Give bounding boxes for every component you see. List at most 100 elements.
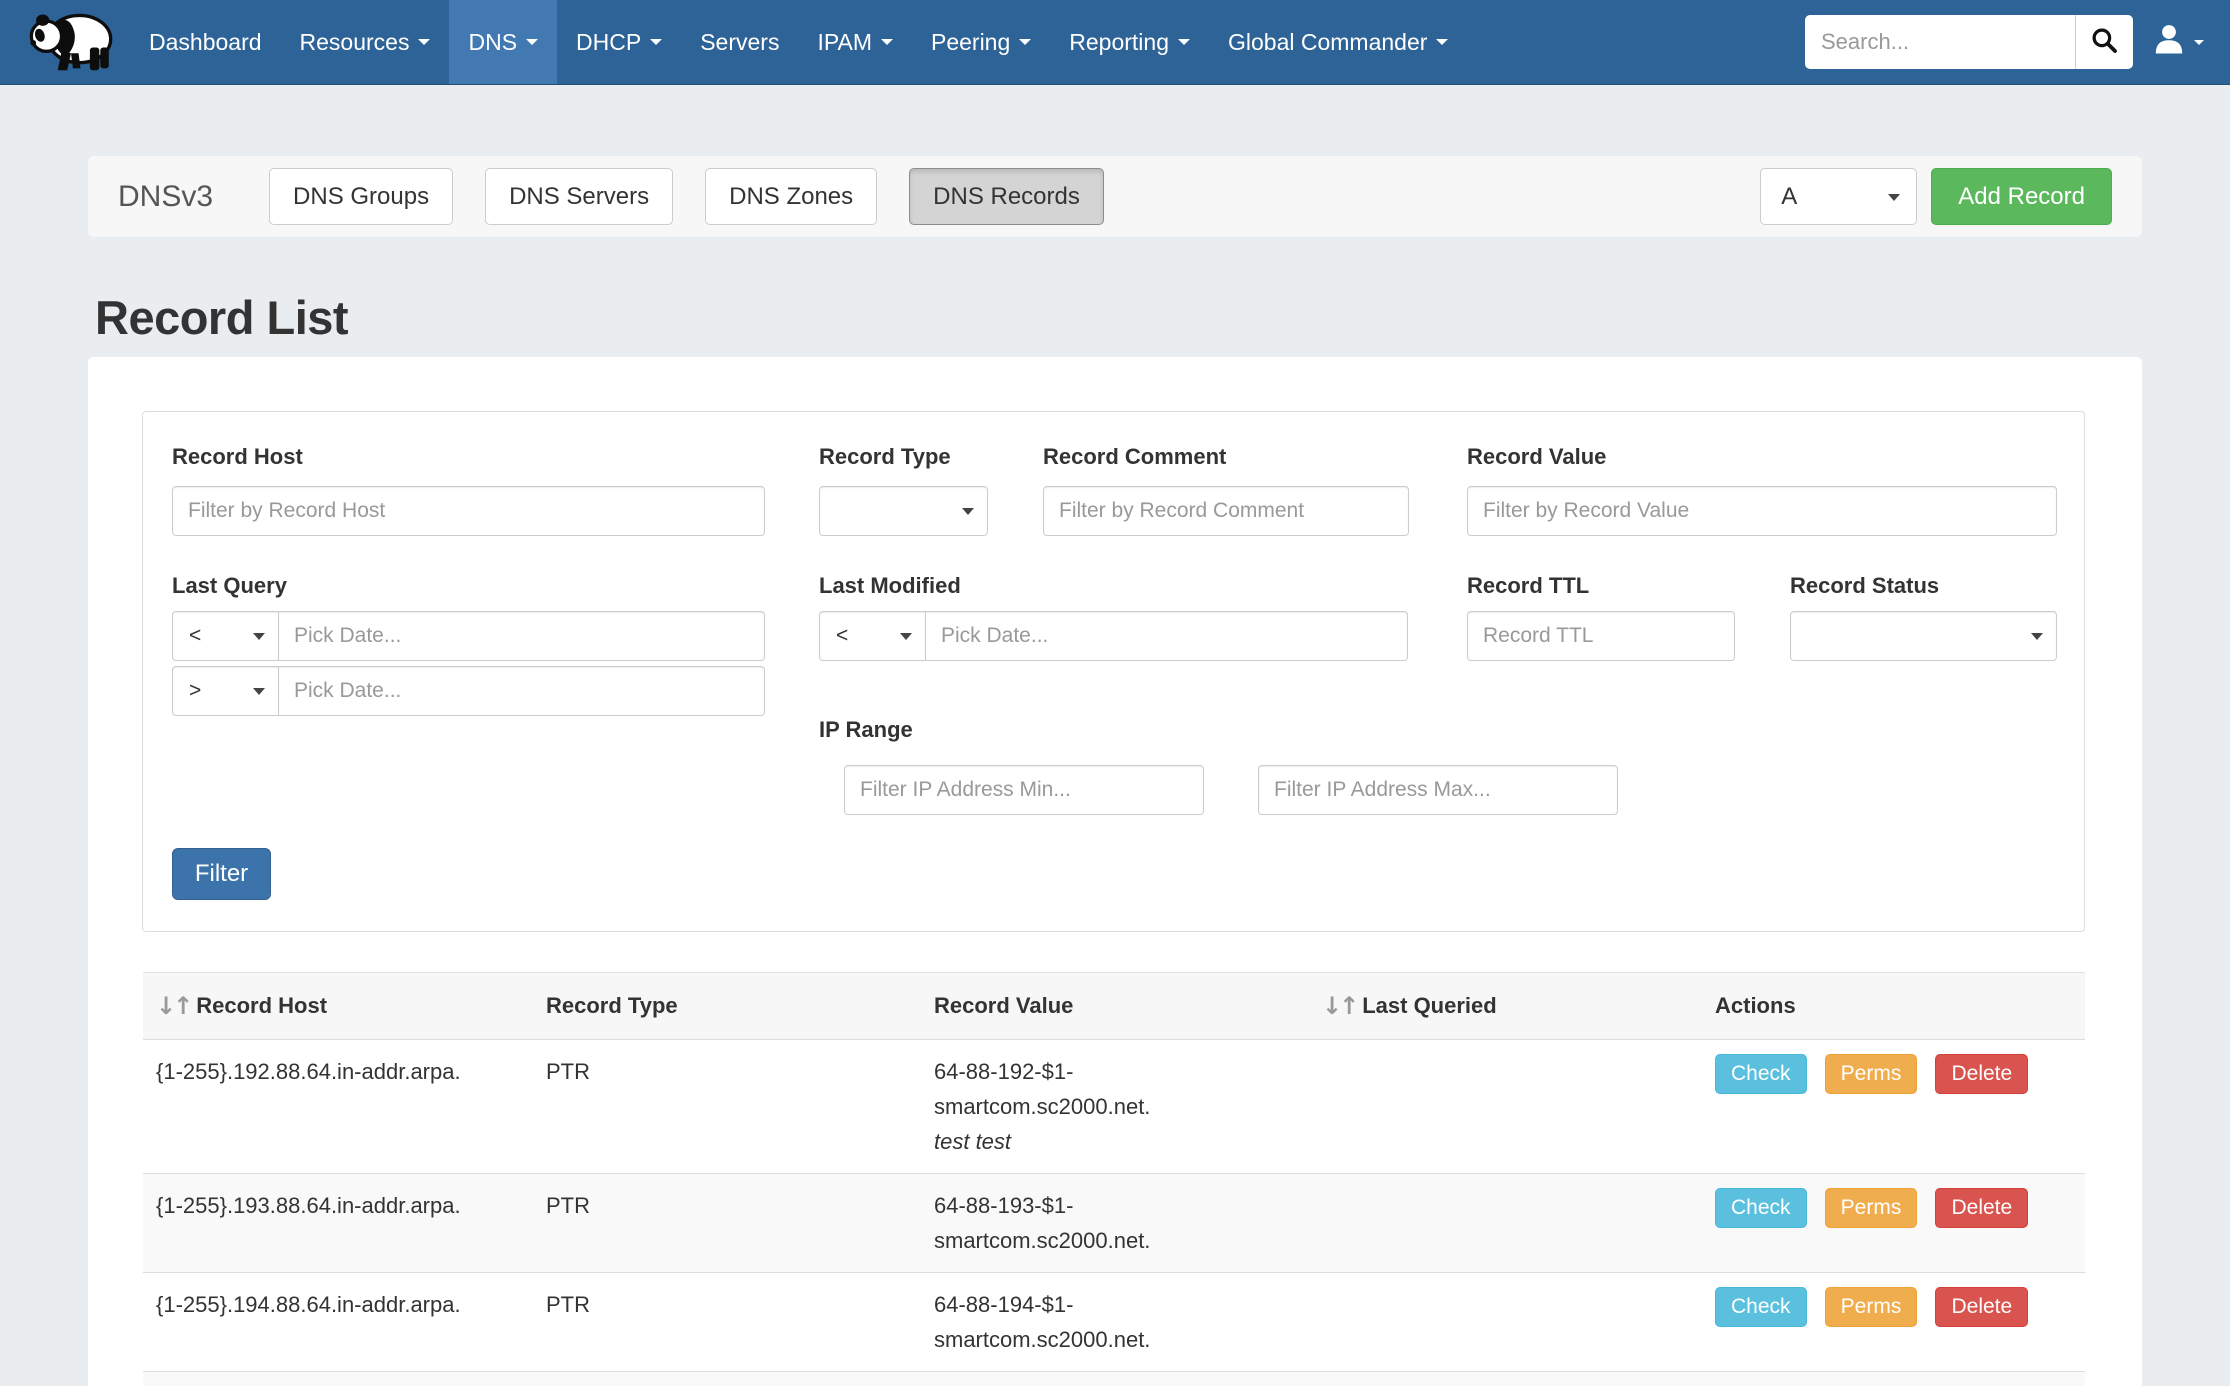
toolbar-right: A Add Record — [1760, 168, 2112, 225]
column-header-record-type: Record Type — [533, 972, 921, 1040]
nav-item-resources[interactable]: Resources — [281, 0, 450, 84]
chevron-down-icon — [253, 688, 265, 695]
record-value-cell: 64-88-194-$1-smartcom.sc2000.net. — [921, 1272, 1309, 1372]
perms-button[interactable]: Perms — [1824, 1287, 1918, 1327]
chevron-down-icon — [2031, 633, 2043, 640]
column-label: Record Host — [196, 993, 328, 1018]
perms-button[interactable]: Perms — [1824, 1054, 1918, 1094]
record-value-input[interactable] — [1467, 486, 2057, 536]
last-query-after-group: > — [172, 666, 765, 716]
page-title: Record List — [95, 291, 349, 344]
last-query-before-date-input[interactable] — [279, 611, 765, 661]
perms-button[interactable]: Perms — [1824, 1188, 1918, 1228]
column-header-record-host[interactable]: ↓↑ Record Host — [143, 972, 533, 1040]
record-type-select-value: A — [1781, 182, 1798, 210]
dns-toolbar: DNSv3 DNS Groups DNS Servers DNS Zones D… — [88, 156, 2142, 237]
last-queried-cell — [1309, 1040, 1702, 1174]
nav-item-servers[interactable]: Servers — [681, 0, 798, 84]
add-record-button[interactable]: Add Record — [1931, 168, 2112, 225]
column-header-last-queried[interactable]: ↓↑ Last Queried — [1309, 972, 1702, 1040]
record-value-cell: 64-88-192-$1-smartcom.sc2000.net. test t… — [921, 1040, 1309, 1174]
column-label: Actions — [1715, 993, 1796, 1018]
operator-value: < — [836, 624, 849, 647]
nav-label: Dashboard — [149, 28, 262, 55]
partial-row — [143, 1371, 2085, 1386]
nav-label: Resources — [299, 28, 410, 55]
user-menu[interactable] — [2151, 22, 2204, 63]
chevron-down-icon — [1019, 39, 1032, 45]
sort-icon: ↓↑ — [156, 992, 193, 1020]
tab-dns-records[interactable]: DNS Records — [909, 168, 1104, 225]
nav-item-peering[interactable]: Peering — [912, 0, 1050, 84]
panda-logo-icon — [22, 6, 120, 79]
record-type-cell: PTR — [533, 1173, 921, 1273]
last-modified-operator-select[interactable]: < — [819, 611, 926, 661]
filter-panel: Record Host Record Type Record Comment R… — [142, 411, 2085, 932]
search-group — [1805, 15, 2133, 69]
record-type-select[interactable]: A — [1760, 168, 1918, 225]
record-type-filter-select[interactable] — [819, 486, 988, 536]
tab-dns-zones[interactable]: DNS Zones — [705, 168, 878, 225]
chevron-down-icon — [1436, 39, 1449, 45]
app-logo[interactable] — [0, 0, 130, 84]
search-button[interactable] — [2075, 15, 2133, 69]
ip-range-min-input[interactable] — [844, 765, 1204, 815]
delete-button[interactable]: Delete — [1935, 1287, 2029, 1327]
delete-button[interactable]: Delete — [1935, 1188, 2029, 1228]
toolbar-title: DNSv3 — [118, 179, 214, 213]
table-row: {1-255}.194.88.64.in-addr.arpa. PTR 64-8… — [143, 1272, 2085, 1372]
chevron-down-icon — [526, 39, 539, 45]
column-header-record-value: Record Value — [921, 972, 1309, 1040]
nav-label: Servers — [700, 28, 780, 55]
nav-item-dhcp[interactable]: DHCP — [557, 0, 681, 84]
record-type-cell: PTR — [546, 1059, 590, 1084]
delete-button[interactable]: Delete — [1935, 1054, 2029, 1094]
last-modified-date-input[interactable] — [926, 611, 1408, 661]
table-row — [143, 1371, 2085, 1386]
record-value-label: Record Value — [1467, 444, 1607, 469]
record-value-text: 64-88-193-$1-smartcom.sc2000.net. — [934, 1193, 1151, 1253]
record-host-label: Record Host — [172, 444, 303, 469]
nav-item-reporting[interactable]: Reporting — [1050, 0, 1209, 84]
nav-item-dashboard[interactable]: Dashboard — [130, 0, 281, 84]
record-list-card: Record Host Record Type Record Comment R… — [88, 357, 2142, 1386]
record-status-label: Record Status — [1790, 573, 1940, 598]
ip-range-label: IP Range — [819, 717, 913, 742]
search-icon — [2090, 26, 2120, 59]
last-query-before-operator-select[interactable]: < — [172, 611, 279, 661]
chevron-down-icon — [962, 508, 974, 515]
record-host-input[interactable] — [172, 486, 765, 536]
records-table: ↓↑ Record Host Record Type Record Value … — [143, 972, 2085, 1386]
check-button[interactable]: Check — [1715, 1287, 1807, 1327]
column-label: Record Value — [934, 993, 1074, 1018]
chevron-down-icon — [1888, 193, 1901, 201]
tab-dns-groups[interactable]: DNS Groups — [269, 168, 454, 225]
operator-value: < — [189, 624, 202, 647]
nav-label: DNS — [468, 28, 518, 55]
chevron-down-icon — [900, 633, 912, 640]
chevron-down-icon — [418, 39, 431, 45]
tab-dns-servers[interactable]: DNS Servers — [485, 168, 674, 225]
nav-item-global-commander[interactable]: Global Commander — [1209, 0, 1467, 84]
last-query-after-operator-select[interactable]: > — [172, 666, 279, 716]
chevron-down-icon — [1178, 39, 1190, 45]
filter-button[interactable]: Filter — [172, 848, 271, 900]
record-value-cell: 64-88-193-$1-smartcom.sc2000.net. — [921, 1173, 1309, 1273]
last-modified-label: Last Modified — [819, 573, 961, 598]
record-ttl-input[interactable] — [1467, 611, 1735, 661]
record-comment-input[interactable] — [1043, 486, 1409, 536]
search-input[interactable] — [1805, 15, 2075, 69]
check-button[interactable]: Check — [1715, 1188, 1807, 1228]
ip-range-max-input[interactable] — [1258, 765, 1618, 815]
last-queried-cell — [1309, 1173, 1702, 1273]
check-button[interactable]: Check — [1715, 1054, 1807, 1094]
record-status-select[interactable] — [1790, 611, 2057, 661]
last-query-before-group: < — [172, 611, 765, 661]
record-comment-label: Record Comment — [1043, 444, 1227, 469]
nav-item-ipam[interactable]: IPAM — [798, 0, 912, 84]
nav-label: DHCP — [576, 28, 642, 55]
record-host-cell: {1-255}.193.88.64.in-addr.arpa. — [143, 1173, 533, 1273]
nav-item-dns[interactable]: DNS — [449, 0, 558, 84]
last-query-after-date-input[interactable] — [279, 666, 765, 716]
